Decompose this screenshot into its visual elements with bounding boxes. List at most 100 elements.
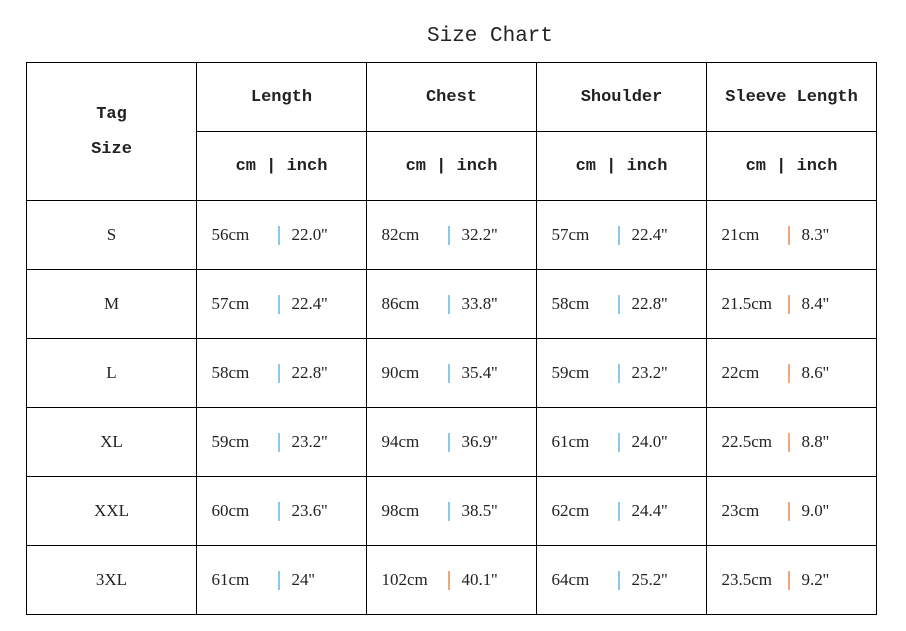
cm-value: 64cm <box>551 570 590 589</box>
measurement-cell: 59cm 23.2'' <box>536 338 707 408</box>
separator <box>617 225 620 245</box>
inch-value: 8.8'' <box>801 432 829 451</box>
inch-value: 22.8'' <box>291 363 328 382</box>
inch-value: 23.2'' <box>631 363 668 382</box>
size-cell: M <box>26 269 197 339</box>
measurement-cell: 61cm 24.0'' <box>536 407 707 477</box>
measurement-cell: 102cm 40.1'' <box>366 545 537 615</box>
measurement-cell: 86cm 33.8'' <box>366 269 537 339</box>
separator <box>617 501 620 521</box>
cm-value: 23.5cm <box>721 570 773 589</box>
inch-value: 25.2'' <box>631 570 668 589</box>
measurement-cell: 94cm 36.9'' <box>366 407 537 477</box>
separator <box>447 225 450 245</box>
measurement-cell: 23.5cm 9.2'' <box>706 545 877 615</box>
measurement-cell: 58cm 22.8'' <box>196 338 367 408</box>
measurement-cell: 62cm 24.4'' <box>536 476 707 546</box>
table-row: M 57cm 22.4'' 86cm 33.8'' 58cm 22.8'' 21… <box>26 269 877 339</box>
inch-value: 8.3'' <box>801 225 829 244</box>
separator <box>617 294 620 314</box>
inch-value: 40.1'' <box>461 570 498 589</box>
cm-value: 82cm <box>381 225 420 244</box>
separator <box>787 501 790 521</box>
table-row: 3XL 61cm 24'' 102cm 40.1'' 64cm 25.2'' 2… <box>26 545 877 615</box>
measurement-cell: 22.5cm 8.8'' <box>706 407 877 477</box>
cm-value: 98cm <box>381 501 420 520</box>
separator <box>277 501 280 521</box>
inch-value: 24.4'' <box>631 501 668 520</box>
separator <box>277 294 280 314</box>
measurement-cell: 21.5cm 8.4'' <box>706 269 877 339</box>
inch-value: 24.0'' <box>631 432 668 451</box>
separator <box>787 294 790 314</box>
inch-value: 23.6'' <box>291 501 328 520</box>
cm-value: 56cm <box>211 225 250 244</box>
table-row: XXL 60cm 23.6'' 98cm 38.5'' 62cm 24.4'' … <box>26 476 877 546</box>
inch-value: 22.4'' <box>291 294 328 313</box>
measurement-cell: 21cm 8.3'' <box>706 200 877 270</box>
cm-value: 22.5cm <box>721 432 773 451</box>
cm-value: 21.5cm <box>721 294 773 313</box>
separator <box>277 432 280 452</box>
separator <box>787 363 790 383</box>
cm-value: 57cm <box>211 294 250 313</box>
measurement-cell: 61cm 24'' <box>196 545 367 615</box>
inch-value: 8.6'' <box>801 363 829 382</box>
separator <box>447 363 450 383</box>
measurement-cell: 23cm 9.0'' <box>706 476 877 546</box>
cm-value: 59cm <box>211 432 250 451</box>
header-row: Tag Size Length Chest Shoulder Sleeve Le… <box>26 62 877 201</box>
column-header-chest: Chest <box>366 62 537 132</box>
measurement-cell: 90cm 35.4'' <box>366 338 537 408</box>
inch-value: 8.4'' <box>801 294 829 313</box>
cm-value: 58cm <box>551 294 590 313</box>
tag-label: Tag <box>96 104 127 124</box>
separator <box>277 570 280 590</box>
size-label: Size <box>91 139 132 159</box>
measurement-cell: 59cm 23.2'' <box>196 407 367 477</box>
size-cell: XXL <box>26 476 197 546</box>
size-cell: XL <box>26 407 197 477</box>
cm-value: 62cm <box>551 501 590 520</box>
cm-value: 102cm <box>381 570 428 589</box>
separator <box>787 432 790 452</box>
measurement-cell: 64cm 25.2'' <box>536 545 707 615</box>
inch-value: 22.0'' <box>291 225 328 244</box>
inch-value: 23.2'' <box>291 432 328 451</box>
inch-value: 36.9'' <box>461 432 498 451</box>
size-chart-table: Tag Size Length Chest Shoulder Sleeve Le… <box>26 62 877 615</box>
cm-value: 21cm <box>721 225 760 244</box>
tag-size-header: Tag Size <box>26 62 197 201</box>
separator <box>447 501 450 521</box>
unit-label: cm | inch <box>366 131 537 201</box>
cm-value: 58cm <box>211 363 250 382</box>
cm-value: 61cm <box>211 570 250 589</box>
inch-value: 22.4'' <box>631 225 668 244</box>
measurement-cell: 60cm 23.6'' <box>196 476 367 546</box>
column-header-length: Length <box>196 62 367 132</box>
separator <box>787 570 790 590</box>
cm-value: 57cm <box>551 225 590 244</box>
measurement-cell: 22cm 8.6'' <box>706 338 877 408</box>
size-cell: 3XL <box>26 545 197 615</box>
separator <box>617 363 620 383</box>
table-row: XL 59cm 23.2'' 94cm 36.9'' 61cm 24.0'' 2… <box>26 407 877 477</box>
table-row: S 56cm 22.0'' 82cm 32.2'' 57cm 22.4'' 21… <box>26 200 877 270</box>
separator <box>277 225 280 245</box>
measurement-cell: 57cm 22.4'' <box>536 200 707 270</box>
column-header-sleeve-length: Sleeve Length <box>706 62 877 132</box>
unit-label: cm | inch <box>706 131 877 201</box>
inch-value: 35.4'' <box>461 363 498 382</box>
cm-value: 60cm <box>211 501 250 520</box>
unit-label: cm | inch <box>536 131 707 201</box>
size-cell: L <box>26 338 197 408</box>
inch-value: 32.2'' <box>461 225 498 244</box>
measurement-cell: 57cm 22.4'' <box>196 269 367 339</box>
inch-value: 9.2'' <box>801 570 829 589</box>
cm-value: 86cm <box>381 294 420 313</box>
measurement-cell: 82cm 32.2'' <box>366 200 537 270</box>
separator <box>447 432 450 452</box>
inch-value: 33.8'' <box>461 294 498 313</box>
cm-value: 90cm <box>381 363 420 382</box>
page-title: Size Chart <box>426 25 554 48</box>
